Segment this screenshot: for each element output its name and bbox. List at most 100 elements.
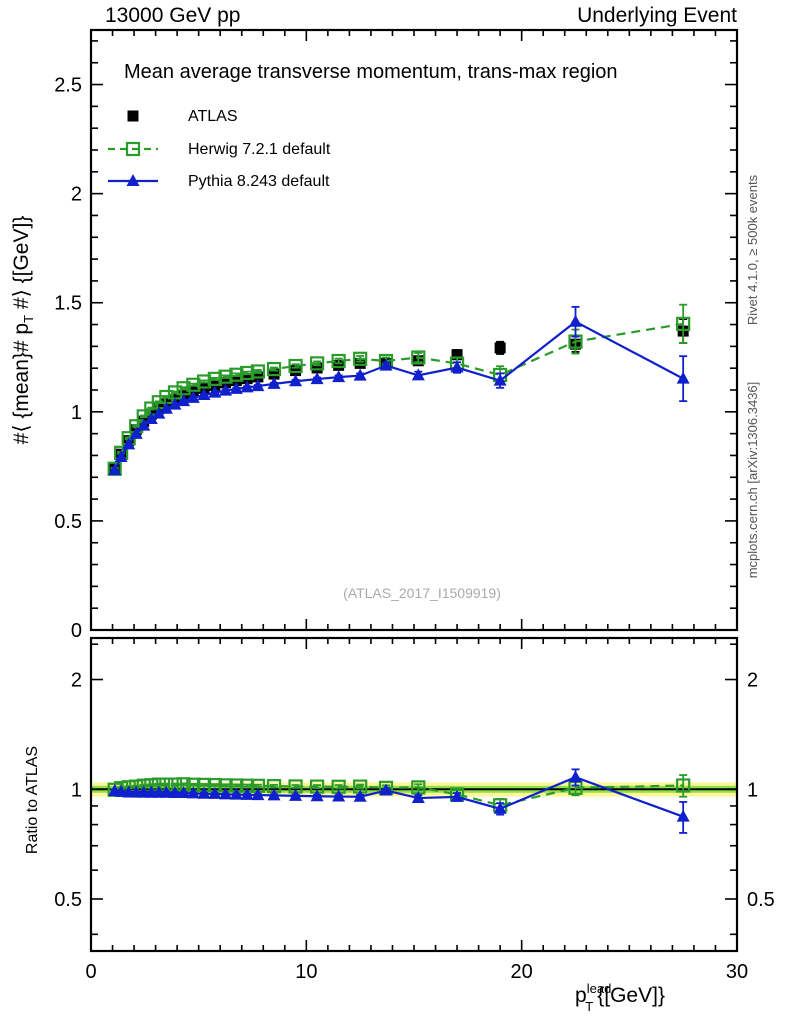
ratio-error-bar xyxy=(154,782,163,787)
ratio-y-tick-label-left: 1 xyxy=(71,779,82,801)
error-bar xyxy=(221,374,230,379)
data-point xyxy=(240,380,254,393)
ratio-y-tick-label-left: 2 xyxy=(71,670,82,692)
data-point xyxy=(332,370,346,383)
ratio-data-point xyxy=(569,770,582,783)
legend-entry-pythia: Pythia 8.243 default xyxy=(108,173,330,190)
data-point xyxy=(218,369,233,384)
ratio-y-ticks xyxy=(91,643,737,936)
ratio-data-point xyxy=(197,786,211,799)
ratio-error-bar xyxy=(313,784,322,790)
y-axis-label-tail: #⟩ {[GeV]} xyxy=(10,216,33,315)
data-point xyxy=(493,373,507,386)
ratio-error-bar xyxy=(291,784,300,789)
ratio-data-point xyxy=(332,789,346,802)
data-point xyxy=(137,418,151,431)
data-point xyxy=(159,401,173,414)
data-point xyxy=(144,412,158,425)
ratio-error-bar xyxy=(210,783,219,787)
data-point xyxy=(168,397,182,410)
main-y-ticks xyxy=(91,40,737,631)
x-axis-label-base: p xyxy=(575,984,587,1007)
data-point xyxy=(310,356,325,371)
legend-marker xyxy=(126,174,140,186)
header-analysis-category: Underlying Event xyxy=(577,4,737,27)
data-point xyxy=(676,316,691,331)
svg-text:#⟨ {mean}# pT #⟩ {[GeV]}: #⟨ {mean}# pT #⟩ {[GeV]} xyxy=(10,216,36,445)
ratio-data-point xyxy=(240,787,254,800)
data-point xyxy=(379,358,393,371)
data-point xyxy=(290,365,302,377)
main-y-tick-label: 1 xyxy=(71,402,82,424)
legend-label: Pythia 8.243 default xyxy=(188,173,330,190)
data-point xyxy=(197,388,211,401)
data-point xyxy=(289,374,303,387)
ratio-data-point xyxy=(186,786,200,799)
data-point xyxy=(331,353,346,369)
data-point xyxy=(240,365,255,381)
error-bar xyxy=(414,352,423,363)
ratio-y-tick-label-right: 1 xyxy=(747,779,758,801)
data-point xyxy=(411,368,425,381)
ratio-error-bar xyxy=(356,783,365,790)
legend-entry-herwig: Herwig 7.2.1 default xyxy=(108,141,331,158)
data-point xyxy=(207,371,222,386)
ratio-data-point xyxy=(676,778,691,793)
ratio-error-bar xyxy=(253,783,262,788)
side-text-rivet-version: Rivet 4.1.0, ≥ 500k events xyxy=(745,174,760,325)
data-point xyxy=(229,381,243,394)
legend: ATLAS Herwig 7.2.1 default Pythia 8.243 de… xyxy=(108,108,331,190)
error-bar xyxy=(200,379,209,384)
data-point xyxy=(219,383,233,396)
error-bar xyxy=(132,424,141,428)
data-point xyxy=(196,374,212,389)
ratio-data-point xyxy=(267,788,281,801)
data-point xyxy=(310,372,324,385)
plot-title: Mean average transverse momentum, trans-… xyxy=(124,61,618,83)
legend-marker xyxy=(125,141,141,157)
data-point xyxy=(186,377,201,392)
main-plot-panel: 0 0.5 1 1.5 2 2.5 xyxy=(54,28,739,642)
ratio-y-tick-label-left: 0.5 xyxy=(54,889,82,911)
side-text-mcplots-reference: mcplots.cern.ch [arXiv:1306.3436] xyxy=(745,382,760,579)
ratio-error-bar xyxy=(334,784,343,790)
error-bar xyxy=(270,366,279,372)
error-bar xyxy=(313,360,322,367)
data-point xyxy=(494,342,506,354)
data-point xyxy=(251,379,265,392)
ratio-data-point xyxy=(229,787,243,800)
ratio-y-axis-label: Ratio to ATLAS xyxy=(24,746,41,854)
data-point xyxy=(177,394,191,407)
error-bar xyxy=(253,369,262,374)
data-point xyxy=(250,364,265,379)
data-point xyxy=(676,371,690,384)
ratio-data-point xyxy=(251,788,265,801)
ratio-data-point xyxy=(168,785,182,798)
data-point xyxy=(208,385,222,398)
analysis-id-watermark: (ATLAS_2017_I1509919) xyxy=(343,585,501,601)
x-axis-label-sup: lead xyxy=(587,981,612,996)
ratio-x-ticks xyxy=(90,638,738,951)
data-point xyxy=(450,360,464,373)
ratio-error-bar xyxy=(232,783,241,788)
data-point xyxy=(451,349,463,361)
main-y-tick-label: 0 xyxy=(71,620,82,642)
ratio-data-point xyxy=(310,789,324,802)
ratio-data-point xyxy=(411,791,425,804)
data-point xyxy=(288,358,303,374)
ratio-error-bar xyxy=(200,783,209,787)
ratio-y-tick-label-right: 0.5 xyxy=(747,889,775,911)
main-x-ticks xyxy=(90,30,738,630)
x-axis-label-sub: T xyxy=(585,999,593,1014)
main-y-tick-label: 0.5 xyxy=(54,511,82,533)
data-point xyxy=(122,437,136,450)
data-point xyxy=(354,357,366,369)
data-point xyxy=(267,376,281,389)
ratio-y-tick-label-right: 2 xyxy=(747,670,758,692)
ratio-data-point xyxy=(159,785,173,798)
data-point xyxy=(186,390,200,403)
ratio-data-point xyxy=(493,801,507,814)
ratio-data-point xyxy=(208,786,222,799)
